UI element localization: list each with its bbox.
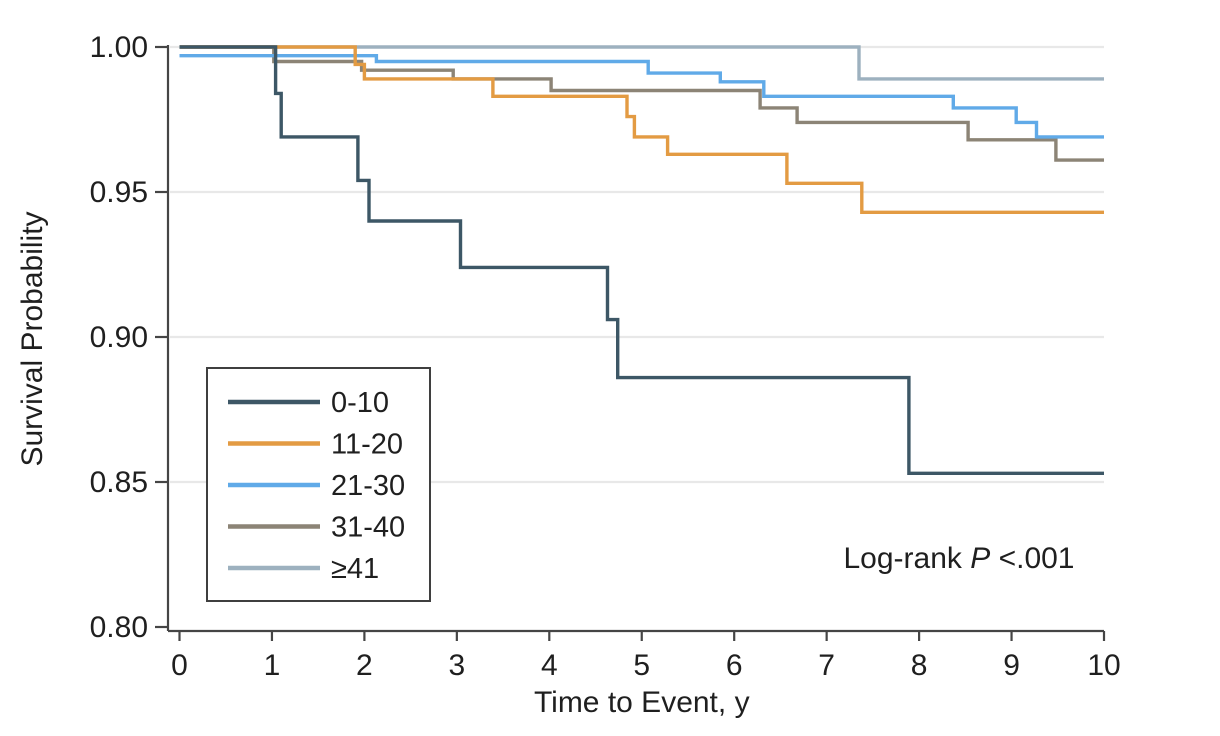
- y-tick-label: 0.90: [90, 321, 148, 354]
- y-axis-title: Survival Probability: [16, 211, 49, 466]
- x-tick-label: 10: [1087, 649, 1120, 682]
- y-tick-label: 0.80: [90, 611, 148, 644]
- y-tick-label: 1.00: [90, 31, 148, 64]
- legend-item-label: 0-10: [331, 387, 389, 419]
- legend-item-label: 21-30: [331, 470, 405, 502]
- x-tick-label: 0: [171, 649, 188, 682]
- y-tick-label: 0.85: [90, 466, 148, 499]
- x-tick-label: 3: [449, 649, 466, 682]
- legend-item-label: 31-40: [331, 512, 405, 544]
- x-tick-label: 7: [818, 649, 835, 682]
- x-tick-label: 8: [911, 649, 928, 682]
- x-tick-label: 6: [726, 649, 743, 682]
- legend: 0-10 11-20 21-30 31-40 ≥41: [206, 367, 431, 602]
- x-tick-label: 9: [1003, 649, 1020, 682]
- x-tick-label: 4: [541, 649, 558, 682]
- x-tick-label: 5: [633, 649, 650, 682]
- legend-item-label: ≥41: [331, 553, 379, 585]
- legend-item-label: 11-20: [331, 429, 403, 461]
- x-tick-label: 2: [356, 649, 373, 682]
- x-tick-label: 1: [264, 649, 281, 682]
- y-tick-label: 0.95: [90, 176, 148, 209]
- series-line-ge41: [179, 45, 1104, 81]
- series-line-21-30: [179, 54, 1104, 139]
- series-line-0-10: [179, 45, 1104, 475]
- x-axis-title: Time to Event, y: [534, 686, 750, 719]
- logrank-annotation: Log-rank P <.001: [843, 542, 1074, 575]
- series-line-11-20: [179, 45, 1104, 214]
- series-line-31-40: [179, 45, 1104, 162]
